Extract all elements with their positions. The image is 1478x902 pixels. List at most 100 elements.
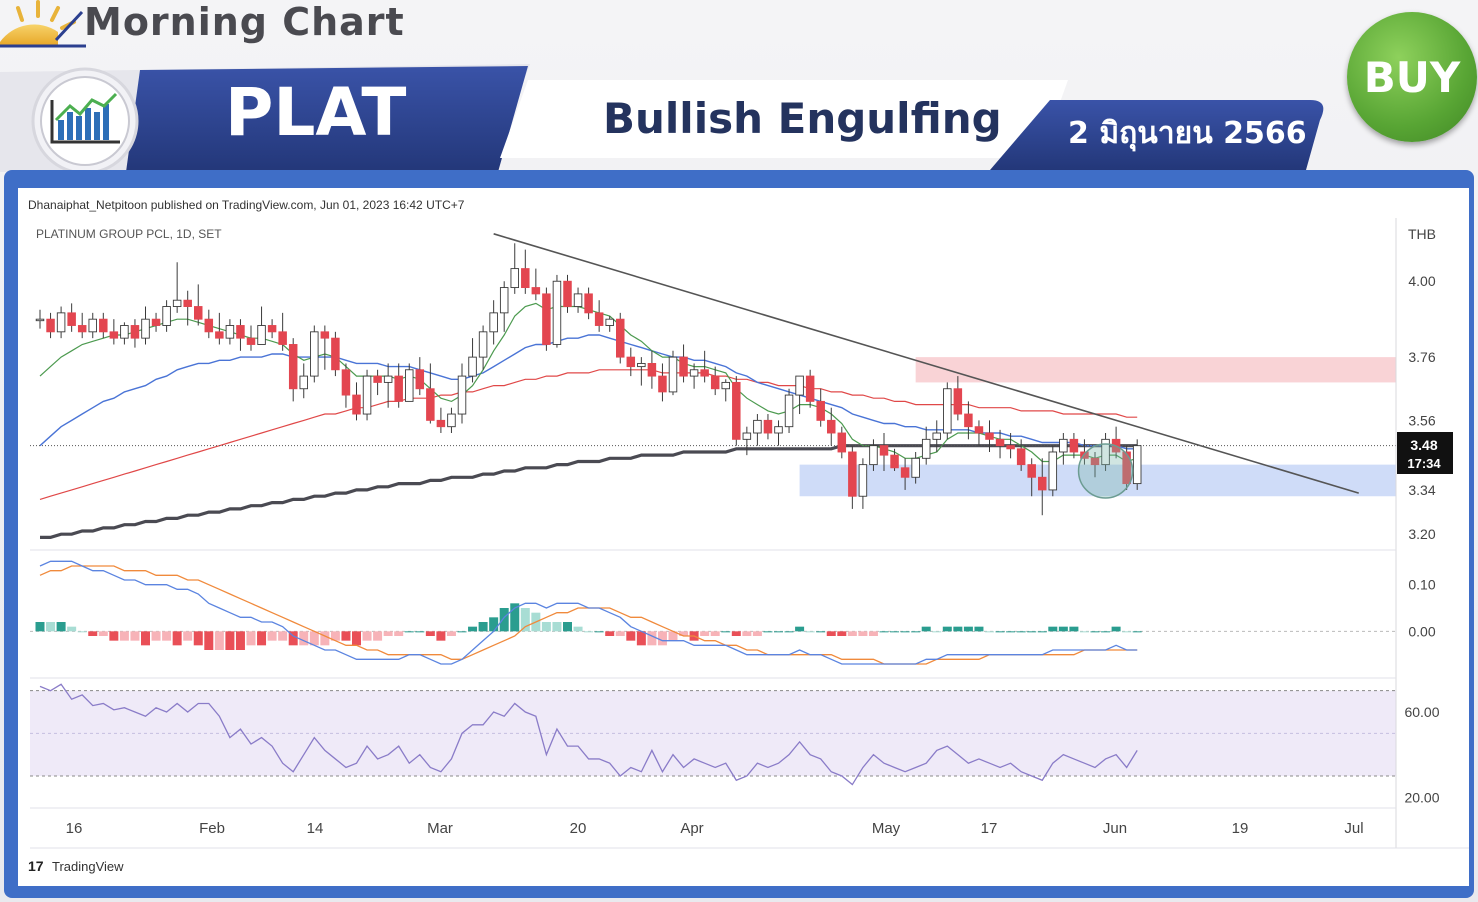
macd-histogram-bar bbox=[235, 631, 245, 650]
last-price-tag: 3.48 17:34 bbox=[1397, 432, 1453, 474]
macd-histogram-bar bbox=[826, 631, 836, 636]
macd-histogram-bar bbox=[700, 631, 710, 636]
macd-histogram-bar bbox=[425, 631, 435, 636]
candle-body bbox=[932, 432, 942, 440]
candle-body bbox=[816, 400, 825, 421]
macd-histogram-bar bbox=[985, 631, 994, 633]
macd-histogram-bar bbox=[795, 626, 805, 632]
macd-histogram-bar bbox=[1048, 626, 1058, 632]
candle-body bbox=[521, 268, 530, 289]
sun-logo-icon bbox=[0, 0, 86, 48]
macd-histogram-bar bbox=[953, 626, 963, 632]
candle-body bbox=[805, 375, 815, 402]
candle-body bbox=[193, 306, 203, 320]
candle-body bbox=[120, 325, 129, 339]
candle-body bbox=[67, 312, 76, 326]
symbol-caption: PLATINUM GROUP PCL, 1D, SET bbox=[36, 227, 222, 241]
candle-body bbox=[1048, 451, 1058, 491]
candle-body bbox=[584, 293, 593, 314]
candle-body bbox=[436, 419, 446, 428]
candle-body bbox=[626, 356, 636, 368]
macd-histogram-bar bbox=[710, 631, 720, 636]
candle-body bbox=[647, 362, 657, 377]
macd-histogram-bar bbox=[731, 631, 741, 636]
macd-histogram-bar bbox=[373, 631, 383, 641]
macd-histogram-bar bbox=[837, 631, 847, 636]
candle-body bbox=[1132, 445, 1142, 485]
time-tick-label: Feb bbox=[199, 820, 225, 837]
macd-histogram-bar bbox=[499, 608, 509, 632]
candle-body bbox=[911, 457, 920, 478]
candle-body bbox=[573, 293, 583, 307]
support-zone bbox=[799, 464, 1396, 497]
macd-histogram-bar bbox=[1058, 626, 1068, 632]
candle-body bbox=[56, 312, 66, 333]
candle-body bbox=[921, 438, 931, 459]
macd-histogram-bar bbox=[668, 631, 678, 641]
candle-body bbox=[637, 362, 646, 368]
candle-body bbox=[151, 318, 161, 326]
macd-histogram-bar bbox=[1132, 631, 1142, 633]
macd-histogram-bar bbox=[151, 631, 161, 641]
time-tick-label: Mar bbox=[427, 820, 453, 837]
candle-body bbox=[848, 451, 857, 497]
candle-body bbox=[1090, 457, 1100, 466]
candle-body bbox=[552, 280, 562, 345]
candle-body bbox=[257, 325, 266, 345]
macd-histogram-bar bbox=[963, 626, 973, 632]
macd-histogram-bar bbox=[457, 631, 467, 633]
macd-histogram-bar bbox=[162, 631, 172, 641]
macd-histogram-bar bbox=[1079, 631, 1089, 633]
macd-histogram-bar bbox=[932, 631, 942, 633]
candle-body bbox=[468, 356, 477, 377]
candle-body bbox=[763, 419, 773, 434]
macd-histogram-bar bbox=[921, 626, 931, 632]
candle-body bbox=[827, 419, 836, 434]
candle-body bbox=[679, 356, 688, 377]
candle-body bbox=[478, 331, 488, 358]
macd-histogram-bar bbox=[141, 631, 150, 646]
candle-body bbox=[109, 331, 119, 339]
macd-histogram-bar bbox=[594, 631, 604, 633]
rsi-line bbox=[39, 683, 1138, 786]
candle-body bbox=[331, 337, 340, 371]
candle-body bbox=[415, 369, 425, 390]
currency-label: THB bbox=[1408, 226, 1436, 242]
macd-histogram-bar bbox=[478, 622, 488, 632]
macd-histogram-bar bbox=[362, 631, 372, 641]
time-tick-label: 16 bbox=[66, 820, 83, 837]
macd-histogram-bar bbox=[1027, 631, 1037, 633]
candle-body bbox=[985, 432, 994, 440]
macd-histogram-bar bbox=[288, 631, 298, 646]
macd-histogram-bar bbox=[890, 631, 900, 633]
ema-mid-line bbox=[39, 334, 1138, 450]
candle-body bbox=[394, 375, 403, 402]
macd-histogram-bar bbox=[56, 622, 66, 632]
macd-histogram-bar bbox=[77, 631, 87, 633]
macd-histogram-bar bbox=[573, 626, 583, 632]
macd-histogram-bar bbox=[299, 631, 309, 646]
candle-body bbox=[162, 306, 171, 326]
candle-body bbox=[510, 268, 520, 289]
macd-histogram-bar bbox=[816, 631, 826, 633]
header-banner: Morning Chart PLAT Bullish Engulfing 2 ม… bbox=[0, 0, 1478, 190]
candle-body bbox=[341, 369, 351, 396]
macd-histogram-bar bbox=[341, 631, 351, 641]
candle-body bbox=[405, 369, 414, 402]
candle-body bbox=[204, 318, 214, 333]
candle-body bbox=[700, 369, 709, 377]
candle-body bbox=[141, 318, 150, 339]
macd-histogram-bar bbox=[763, 631, 773, 633]
macd-histogram-bar bbox=[563, 622, 572, 632]
macd-histogram-bar bbox=[309, 631, 319, 646]
macd-histogram-bar bbox=[552, 622, 562, 632]
resistance-zone bbox=[915, 357, 1396, 383]
candle-body bbox=[1016, 448, 1026, 466]
macd-histogram-bar bbox=[489, 617, 499, 632]
macd-histogram-bar bbox=[721, 631, 731, 633]
candle-body bbox=[732, 381, 741, 440]
rsi-band bbox=[30, 690, 1396, 776]
macd-histogram-bar bbox=[679, 631, 689, 636]
macd-histogram-bar bbox=[752, 631, 762, 636]
candle-body bbox=[869, 445, 878, 466]
